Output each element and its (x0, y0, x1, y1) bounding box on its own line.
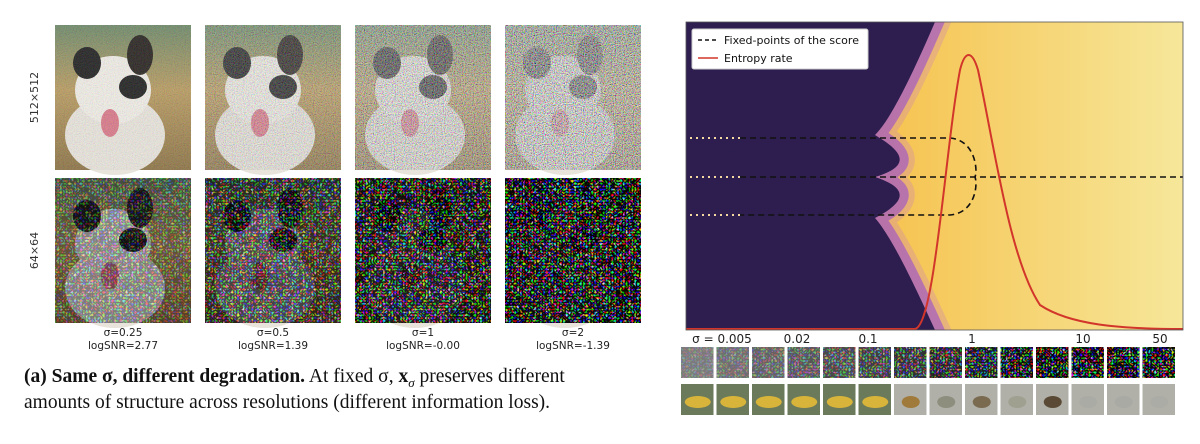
logsnr-label: logSNR=-1.39 (536, 340, 610, 352)
dog-image (55, 178, 191, 328)
logsnr-label: logSNR=-0.00 (386, 340, 460, 352)
dog-image (55, 25, 191, 175)
noisy-thumbnail-noise (1000, 347, 1033, 378)
sigma-axis-label: 0.1 (858, 332, 877, 346)
noisy-thumbnail-noise (823, 347, 856, 378)
dog-image (205, 178, 341, 328)
noisy-thumbnail-noise (1107, 347, 1140, 378)
denoised-object (972, 396, 991, 408)
caption-subscript: σ (408, 374, 415, 390)
denoised-object (901, 396, 920, 408)
noisy-thumbnail-noise (858, 347, 891, 378)
caption-text: At fixed σ, (308, 366, 394, 387)
denoised-object (826, 396, 853, 408)
noisy-thumbnail-noise (929, 347, 962, 378)
sigma-label: σ=1 (412, 327, 434, 339)
dog-image (505, 25, 641, 175)
dog-image (355, 178, 491, 328)
noisy-thumbnail-noise (1036, 347, 1069, 378)
heatmap-plot (686, 22, 1183, 330)
noisy-thumbnail-noise (1142, 347, 1175, 378)
noisy-thumbnail-noise (752, 347, 785, 378)
denoised-object (1150, 396, 1169, 408)
legend-label: Entropy rate (724, 52, 793, 65)
caption-line-1: (a) Same σ, different degradation. At fi… (24, 366, 565, 391)
sigma-axis-label: 50 (1152, 332, 1167, 346)
denoised-object (1008, 396, 1027, 408)
caption-text: preserves different (419, 366, 565, 387)
denoised-object (1114, 396, 1133, 408)
denoised-thumbnail (1071, 384, 1104, 415)
row-label: 512×512 (28, 72, 41, 123)
sigma-axis-label: 1 (968, 332, 976, 346)
fixed-point-line (740, 137, 977, 216)
sigma-axis-label: 10 (1075, 332, 1090, 346)
sigma-axis-label: 0.02 (784, 332, 811, 346)
row-label: 64×64 (28, 232, 41, 269)
logsnr-label: logSNR=1.39 (238, 340, 308, 352)
dog-image (505, 178, 641, 328)
logsnr-label: logSNR=2.77 (88, 340, 158, 352)
noise (55, 25, 191, 170)
caption-line-2: amounts of structure across resolutions … (24, 392, 551, 413)
legend-label: Fixed-points of the score (724, 34, 859, 47)
sigma-label: σ=0.5 (257, 327, 289, 339)
denoised-object (720, 396, 747, 408)
noisy-thumbnail-noise (787, 347, 820, 378)
denoised-object (791, 396, 818, 408)
entropy-curve (686, 54, 1183, 330)
noise (355, 25, 491, 170)
denoised-object (937, 396, 956, 408)
dog-image (205, 25, 341, 175)
plot-frame (685, 21, 1184, 331)
noise (205, 178, 341, 323)
noise (55, 178, 191, 323)
sigma-label: σ=2 (562, 327, 584, 339)
caption-label: (a) Same σ, different degradation. (24, 366, 306, 387)
noise (205, 25, 341, 170)
noisy-thumbnail-noise (894, 347, 927, 378)
legend-box (691, 28, 869, 70)
noisy-thumbnail-noise (1071, 347, 1104, 378)
noise (505, 25, 641, 170)
noisy-thumbnail-noise (681, 347, 714, 378)
denoised-object (1043, 396, 1062, 408)
denoised-object (755, 396, 782, 408)
dog-image (355, 25, 491, 175)
sigma-axis-label: σ = 0.005 (692, 332, 752, 346)
noise (505, 178, 641, 323)
noisy-thumbnail-noise (965, 347, 998, 378)
noisy-thumbnail-noise (716, 347, 749, 378)
denoised-object (862, 396, 889, 408)
denoised-object (1079, 396, 1098, 408)
denoised-object (684, 396, 711, 408)
denoised-thumbnail (1142, 384, 1175, 415)
heatmap-dark (686, 150, 850, 205)
denoised-thumbnail (1107, 384, 1140, 415)
noise (355, 178, 491, 323)
caption-symbol: x (398, 366, 409, 387)
sigma-label: σ=0.25 (104, 327, 143, 339)
